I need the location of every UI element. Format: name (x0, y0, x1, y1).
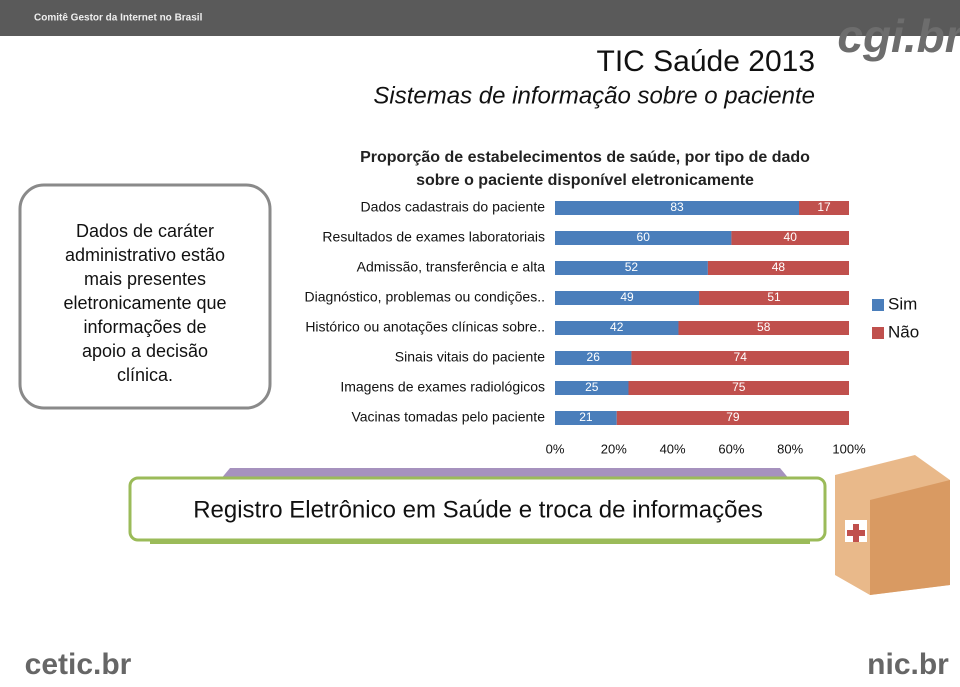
bar-segment (555, 291, 700, 305)
slide-title: TIC Saúde 2013 (597, 45, 815, 78)
value-label: 17 (817, 200, 831, 214)
x-tick-label: 100% (832, 441, 866, 456)
callout-line: informações de (83, 317, 206, 337)
x-tick-label: 80% (777, 441, 803, 456)
chart-title: Proporção de estabelecimentos de saúde, … (360, 149, 810, 189)
callout-line: clínica. (117, 365, 173, 385)
banner-text: Registro Eletrônico em Saúde e troca de … (193, 496, 763, 523)
callout-line: administrativo estão (65, 245, 225, 265)
value-label: 51 (767, 290, 781, 304)
category-label: Dados cadastrais do paciente (361, 199, 546, 215)
value-label: 58 (757, 320, 771, 334)
category-label: Admissão, transferência e alta (357, 259, 546, 275)
callout-box (18, 183, 272, 410)
legend-swatch (872, 299, 884, 311)
category-label: Resultados de exames laboratoriais (322, 229, 545, 245)
bar-segment (555, 231, 732, 245)
bar-segment (616, 411, 849, 425)
value-label: 40 (784, 230, 798, 244)
cgi-logo: cgi.br (837, 10, 960, 62)
x-tick-label: 0% (546, 441, 565, 456)
callout-line: Dados de caráter (76, 221, 214, 241)
value-label: 26 (587, 350, 601, 364)
x-tick-label: 20% (601, 441, 627, 456)
value-label: 48 (772, 260, 786, 274)
x-tick-label: 60% (718, 441, 744, 456)
bar-segment (631, 351, 849, 365)
organization: Comitê Gestor da Internet no Brasil (34, 13, 203, 24)
bar-segment (731, 231, 849, 245)
bar-segment (555, 261, 708, 275)
bar-segment (628, 381, 849, 395)
cross (847, 524, 865, 542)
value-label: 25 (585, 380, 599, 394)
chart: 0% 20% 40% 60% 80% 100% Dados cadastrais do pa… (305, 199, 920, 457)
nic-logo: nic.br (867, 648, 949, 681)
legend-swatch (872, 327, 884, 339)
callout: Dados de caráter administrativo estão mais… (63, 221, 226, 385)
value-label: 21 (579, 410, 593, 424)
category-label: Sinais vitais do paciente (395, 349, 545, 365)
value-label: 75 (732, 380, 746, 394)
cetic-logo: cetic.br (25, 648, 132, 681)
value-label: 49 (620, 290, 634, 304)
bar-segment (678, 321, 849, 335)
bar-segment (555, 351, 632, 365)
value-label: 60 (637, 230, 651, 244)
bar-segment (555, 381, 629, 395)
legend-label: Não (888, 322, 919, 341)
value-label: 83 (670, 200, 684, 214)
legend-label: Sim (888, 294, 917, 313)
category-label: Diagnóstico, problemas ou condições.. (305, 289, 545, 305)
bar-segment (799, 201, 849, 215)
top-bar (0, 0, 960, 36)
bar-segment (555, 201, 800, 215)
x-tick-label: 40% (660, 441, 686, 456)
banner-box (128, 476, 827, 542)
bar-segment (555, 321, 679, 335)
value-label: 79 (726, 410, 740, 424)
category-label: Histórico ou anotações clínicas sobre.. (305, 319, 545, 335)
bar-segment (707, 261, 849, 275)
bar-segment (555, 411, 617, 425)
hospital-icon (835, 455, 950, 595)
value-label: 42 (610, 320, 624, 334)
slide-subtitle: Sistemas de informação sobre o paciente (373, 82, 815, 109)
value-label: 52 (625, 260, 639, 274)
bar-segment (699, 291, 849, 305)
category-label: Imagens de exames radiológicos (340, 379, 545, 395)
category-label: Vacinas tomadas pelo paciente (351, 409, 545, 425)
value-label: 74 (734, 350, 748, 364)
building-side (870, 480, 950, 595)
callout-line: eletronicamente que (63, 293, 226, 313)
callout-line: mais presentes (84, 269, 206, 289)
callout-line: apoio a decisão (82, 341, 208, 361)
